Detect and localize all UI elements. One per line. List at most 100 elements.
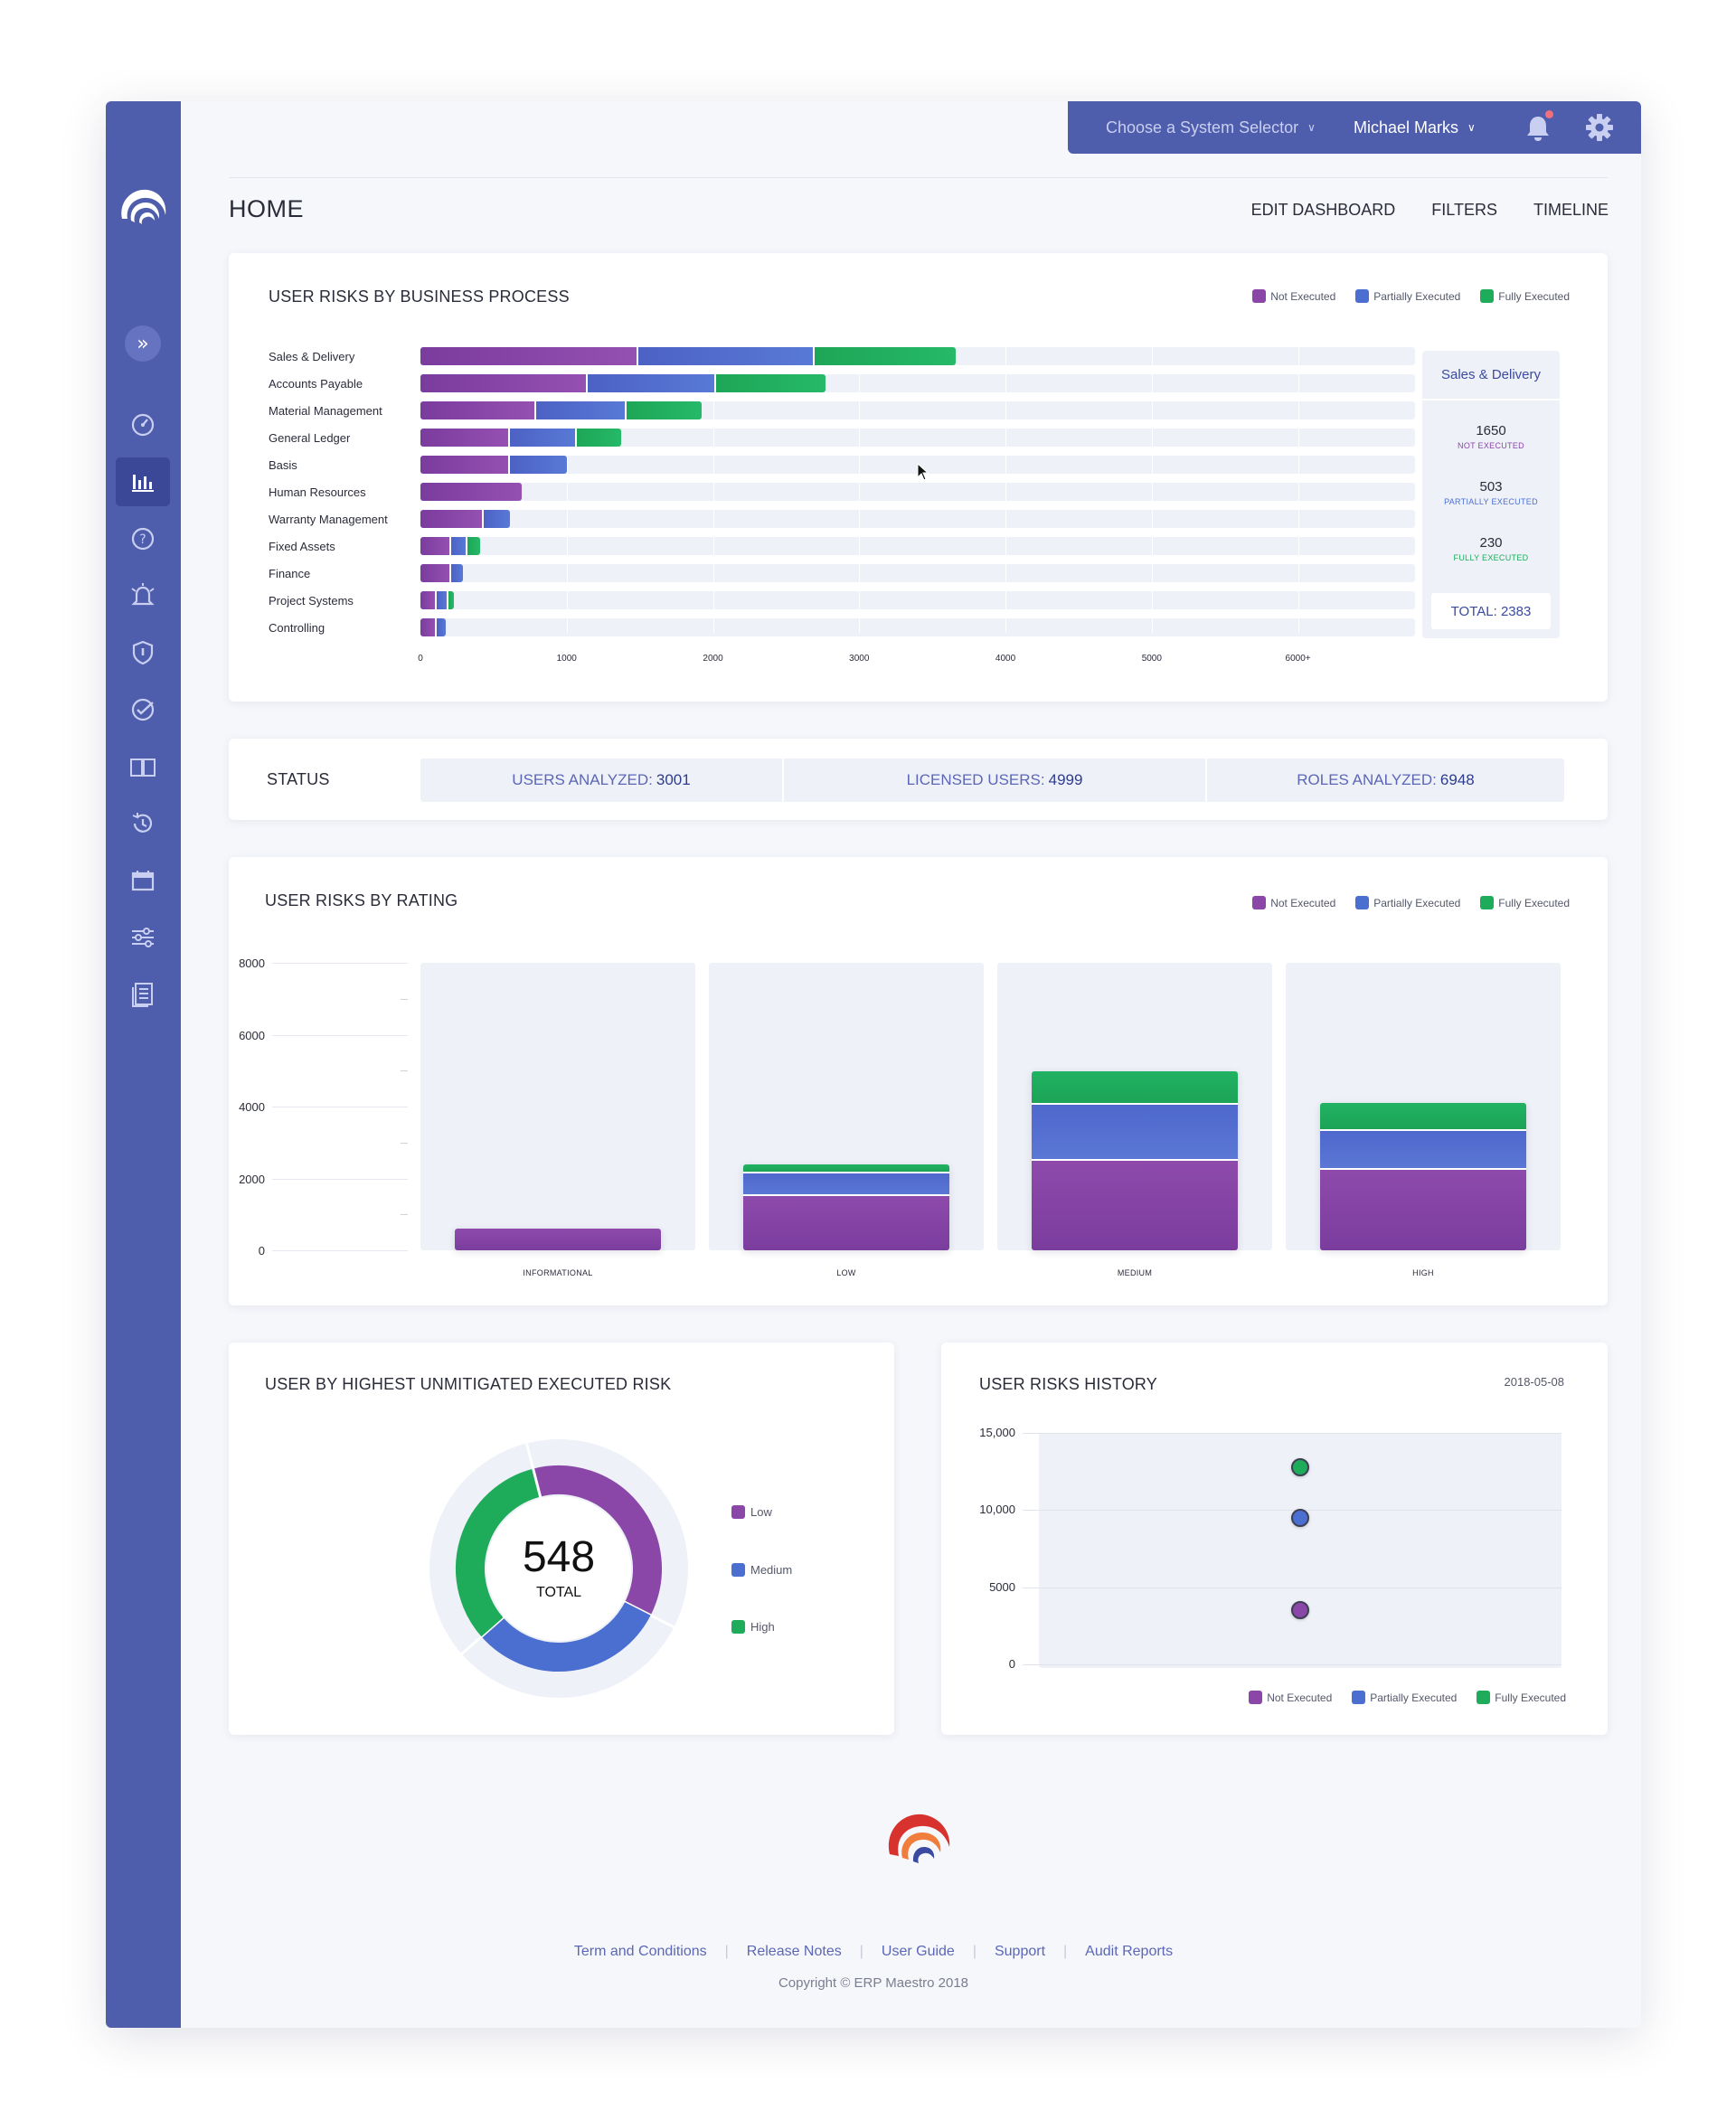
- bar-segment-partially-executed[interactable]: [435, 591, 448, 609]
- partially-executed-label: PARTIALLY EXECUTED: [1444, 497, 1538, 506]
- footer-link-user-guide[interactable]: User Guide: [881, 1944, 955, 1959]
- bar-segment-not-executed[interactable]: [1320, 1169, 1526, 1250]
- bar-segment-partially-executed[interactable]: [481, 510, 510, 528]
- bar-segment-not-executed[interactable]: [743, 1196, 949, 1250]
- legend-item: Partially Executed: [1355, 896, 1460, 909]
- bar-segment-partially-executed[interactable]: [435, 618, 447, 636]
- rating-bar[interactable]: [743, 1164, 949, 1250]
- process-bar[interactable]: [420, 510, 510, 528]
- donut-chart: [429, 1439, 688, 1698]
- edit-dashboard-link[interactable]: EDIT DASHBOARD: [1250, 201, 1396, 219]
- bar-segment-partially-executed[interactable]: [449, 537, 467, 555]
- sidebar-item-shield[interactable]: [116, 628, 170, 677]
- bar-segment-not-executed[interactable]: [420, 591, 436, 609]
- process-bar[interactable]: [420, 347, 957, 365]
- footer-link-term-and-conditions[interactable]: Term and Conditions: [573, 1944, 707, 1959]
- sidebar-item-help[interactable]: ?: [116, 514, 170, 563]
- sidebar-item-history[interactable]: [116, 799, 170, 848]
- donut-slice-low[interactable]: [533, 1465, 662, 1616]
- bar-segment-not-executed[interactable]: [420, 429, 509, 447]
- process-bar[interactable]: [420, 564, 463, 582]
- footer-link-support[interactable]: Support: [994, 1944, 1046, 1959]
- bar-segment-not-executed[interactable]: [420, 401, 535, 419]
- sidebar-item-analytics[interactable]: [116, 457, 170, 506]
- legend-swatch: [1249, 1691, 1263, 1704]
- legend-swatch: [731, 1563, 745, 1577]
- filters-link[interactable]: FILTERS: [1431, 201, 1497, 219]
- bar-segment-fully-executed[interactable]: [743, 1164, 949, 1173]
- rating-bar[interactable]: [1320, 1102, 1526, 1250]
- bar-segment-partially-executed[interactable]: [1320, 1130, 1526, 1170]
- expand-sidebar-button[interactable]: »: [125, 325, 161, 362]
- bar-segment-fully-executed[interactable]: [1032, 1071, 1238, 1105]
- process-bar[interactable]: [420, 618, 447, 636]
- bar-segment-fully-executed[interactable]: [812, 347, 957, 365]
- process-bar[interactable]: [420, 456, 567, 474]
- bar-segment-not-executed[interactable]: [420, 483, 522, 501]
- bar-segment-fully-executed[interactable]: [625, 401, 702, 419]
- footer-link-audit-reports[interactable]: Audit Reports: [1085, 1944, 1174, 1959]
- process-bar[interactable]: [420, 591, 455, 609]
- category-label: LOW: [836, 1268, 856, 1277]
- sidebar-item-dashboard[interactable]: [116, 400, 170, 449]
- bar-segment-fully-executed[interactable]: [575, 429, 621, 447]
- process-bar[interactable]: [420, 429, 621, 447]
- bar-segment-partially-executed[interactable]: [743, 1173, 949, 1197]
- bar-segment-fully-executed[interactable]: [466, 537, 481, 555]
- gridline: [272, 1178, 408, 1180]
- mouse-cursor-icon: [917, 463, 929, 481]
- bar-segment-not-executed[interactable]: [1032, 1160, 1238, 1250]
- sidebar-item-calendar[interactable]: [116, 856, 170, 905]
- notification-bell-icon[interactable]: [1523, 112, 1553, 143]
- data-point-fully-executed[interactable]: [1291, 1457, 1309, 1476]
- bar-segment-not-executed[interactable]: [420, 618, 436, 636]
- data-point-not-executed[interactable]: [1291, 1601, 1309, 1620]
- bar-segment-partially-executed[interactable]: [637, 347, 813, 365]
- bar-segment-fully-executed[interactable]: [714, 374, 826, 392]
- sidebar-item-alarm[interactable]: [116, 571, 170, 620]
- process-bar[interactable]: [420, 401, 702, 419]
- bar-segment-partially-executed[interactable]: [534, 401, 626, 419]
- donut-slice-medium[interactable]: [481, 1601, 651, 1672]
- process-bar[interactable]: [420, 537, 481, 555]
- sidebar-item-book[interactable]: [116, 742, 170, 791]
- bar-segment-partially-executed[interactable]: [449, 564, 463, 582]
- bar-segment-not-executed[interactable]: [420, 347, 637, 365]
- bar-segment-fully-executed[interactable]: [447, 591, 455, 609]
- chart-legend: Not Executed Partially Executed Fully Ex…: [1249, 1691, 1566, 1704]
- timeline-link[interactable]: TIMELINE: [1533, 201, 1609, 219]
- process-bar[interactable]: [420, 483, 522, 501]
- sidebar-item-reports[interactable]: [116, 970, 170, 1019]
- bar-segment-not-executed[interactable]: [420, 374, 586, 392]
- rating-bar[interactable]: [1032, 1071, 1238, 1250]
- dashboard-icon: [131, 413, 155, 437]
- process-bar[interactable]: [420, 374, 826, 392]
- legend-swatch: [1480, 896, 1495, 909]
- bar-segment-not-executed[interactable]: [420, 510, 482, 528]
- selected-process-name: Sales & Delivery: [1440, 367, 1542, 382]
- minor-tick: [401, 1070, 408, 1072]
- sidebar-item-sliders[interactable]: [116, 913, 170, 962]
- sidebar-item-check-circle[interactable]: [116, 685, 170, 734]
- system-selector[interactable]: Choose a System Selector ∨: [1106, 101, 1316, 154]
- settings-gear-icon[interactable]: [1584, 112, 1615, 143]
- legend-item: Partially Executed: [1352, 1691, 1457, 1704]
- bar-segment-partially-executed[interactable]: [508, 456, 567, 474]
- footer-link-release-notes[interactable]: Release Notes: [746, 1944, 842, 1959]
- donut-slice-high[interactable]: [456, 1468, 542, 1637]
- user-menu[interactable]: Michael Marks ∨: [1354, 101, 1476, 154]
- bar-segment-not-executed[interactable]: [420, 564, 450, 582]
- bar-segment-not-executed[interactable]: [455, 1229, 661, 1250]
- data-point-partially-executed[interactable]: [1291, 1508, 1309, 1527]
- sidebar: » ?: [106, 101, 181, 2028]
- bar-segment-fully-executed[interactable]: [1320, 1102, 1526, 1131]
- bar-segment-not-executed[interactable]: [420, 456, 509, 474]
- bar-segment-partially-executed[interactable]: [585, 374, 715, 392]
- bar-segment-not-executed[interactable]: [420, 537, 450, 555]
- process-label: Accounts Payable: [269, 377, 363, 391]
- page-title: HOME: [229, 195, 304, 222]
- bar-segment-partially-executed[interactable]: [1032, 1104, 1238, 1161]
- bar-segment-partially-executed[interactable]: [508, 429, 576, 447]
- chevron-down-icon: ∨: [1307, 121, 1316, 134]
- rating-bar[interactable]: [455, 1229, 661, 1250]
